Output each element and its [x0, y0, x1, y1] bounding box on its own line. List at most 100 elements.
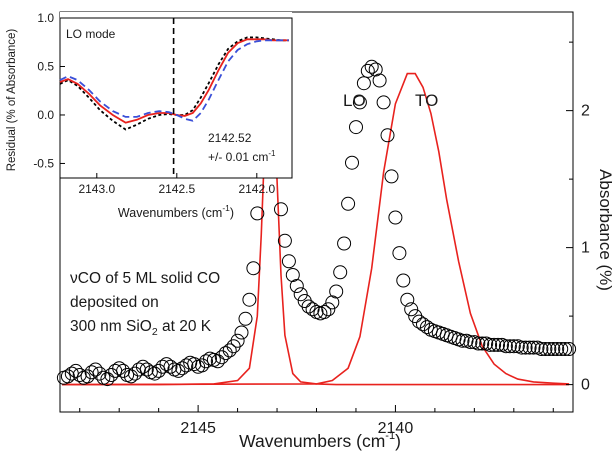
data-point	[222, 343, 237, 358]
data-point	[226, 339, 241, 354]
data-point	[498, 339, 513, 354]
data-point	[506, 339, 521, 354]
main-x-axis-label-text: Wavenumbers (cm	[239, 431, 385, 451]
data-point	[84, 365, 99, 380]
data-point	[447, 331, 462, 345]
data-point	[163, 359, 178, 374]
data-point	[471, 336, 486, 351]
data-point	[396, 273, 411, 288]
data-point	[139, 362, 154, 377]
data-point	[435, 326, 450, 341]
inset-x-ticks: 2143.0 2142.5 2142.0	[78, 173, 275, 196]
inset-marker-value: 2142.52	[208, 131, 252, 145]
main-x-ticks: 2145 2140	[79, 405, 554, 437]
data-point	[305, 302, 320, 317]
annotation-line-2: deposited on	[70, 294, 159, 311]
data-point	[242, 292, 257, 307]
y-tick-label: 0	[581, 377, 590, 394]
data-point	[487, 337, 502, 352]
inset-x-axis-label: Wavenumbers (cm-1)	[118, 203, 234, 220]
main-x-axis-label: Wavenumbers (cm-1)	[239, 430, 401, 451]
data-point	[313, 306, 328, 321]
data-point	[550, 342, 565, 356]
y-tick-label: 1	[581, 240, 590, 257]
data-point	[522, 340, 537, 355]
data-point	[542, 342, 557, 356]
inset-x-tick-label: 2143.0	[78, 182, 115, 196]
data-point	[475, 336, 490, 351]
data-point	[195, 358, 210, 373]
data-point	[187, 357, 202, 372]
main-x-axis-label-end: )	[395, 431, 401, 451]
inset-residual-lines	[59, 36, 289, 131]
inset-y-ticks: 1.0 0.5 0.0 -0.5	[33, 11, 65, 170]
data-point	[277, 233, 292, 248]
data-point	[384, 169, 399, 184]
data-point	[68, 363, 83, 378]
data-point	[56, 370, 71, 385]
data-point	[92, 366, 107, 381]
data-point	[112, 361, 127, 376]
data-point	[352, 95, 367, 110]
inset-y-axis-label: Residual (% of Absorbance)	[6, 29, 18, 172]
data-point	[534, 342, 549, 356]
data-point	[230, 333, 245, 348]
inset-x-tick-label: 2142.5	[158, 182, 195, 196]
data-point	[562, 342, 577, 356]
data-point	[100, 372, 115, 387]
annotation-line-1: νCO of 5 ML solid CO	[70, 270, 220, 287]
data-point	[147, 366, 162, 381]
data-point	[416, 317, 430, 332]
data-point	[392, 246, 407, 261]
residual-line-blue	[59, 39, 289, 122]
data-point	[199, 354, 213, 369]
data-point	[341, 196, 356, 211]
data-point	[546, 342, 561, 356]
data-point	[281, 254, 296, 269]
data-point	[337, 236, 352, 251]
annotation-line-1-text: CO of 5 ML solid CO	[78, 270, 220, 287]
data-point	[439, 328, 454, 343]
data-point	[491, 337, 505, 352]
data-point	[360, 63, 375, 78]
annotation-nu-symbol: ν	[70, 270, 78, 287]
data-point	[301, 299, 316, 314]
data-point	[431, 325, 446, 340]
data-point	[345, 155, 359, 170]
y-tick-label: 2	[581, 103, 590, 120]
data-point	[333, 265, 348, 280]
inset-x-axis-label-end: )	[230, 206, 234, 220]
data-point	[250, 206, 265, 221]
data-point	[131, 362, 146, 377]
inset-marker-error: +/- 0.01 cm-1	[208, 149, 276, 164]
data-point	[128, 366, 142, 381]
main-chart: 2145 2140 012 LO TO νCO of 5 ML solid CO …	[56, 11, 613, 451]
data-point	[526, 340, 541, 355]
x-tick-label: 2145	[180, 420, 216, 437]
data-point	[554, 342, 569, 356]
inset-plot-frame	[59, 17, 293, 179]
data-point	[538, 342, 553, 356]
data-point	[317, 305, 332, 319]
inset-marker-error-text: +/- 0.01 cm	[208, 150, 268, 164]
data-point	[104, 368, 119, 382]
data-point	[404, 302, 419, 317]
data-point	[518, 340, 533, 355]
data-point	[321, 302, 336, 317]
inset-x-tick-label: 2142.0	[238, 182, 275, 196]
peak-label-to: TO	[415, 91, 438, 110]
data-point	[514, 340, 529, 355]
fit-line-to	[61, 72, 570, 386]
data-point	[455, 333, 470, 348]
annotation-line-3-tail: at 20 K	[158, 318, 212, 335]
inset-marker-error-sup: -1	[268, 149, 276, 158]
data-point	[349, 120, 363, 135]
x-tick-label: 2140	[378, 420, 414, 437]
data-point	[364, 59, 379, 74]
annotation-subscript: 2	[152, 326, 158, 338]
peak-label-lo: LO	[343, 91, 366, 110]
data-point	[502, 339, 517, 354]
data-point	[412, 314, 427, 329]
data-point	[206, 352, 221, 367]
